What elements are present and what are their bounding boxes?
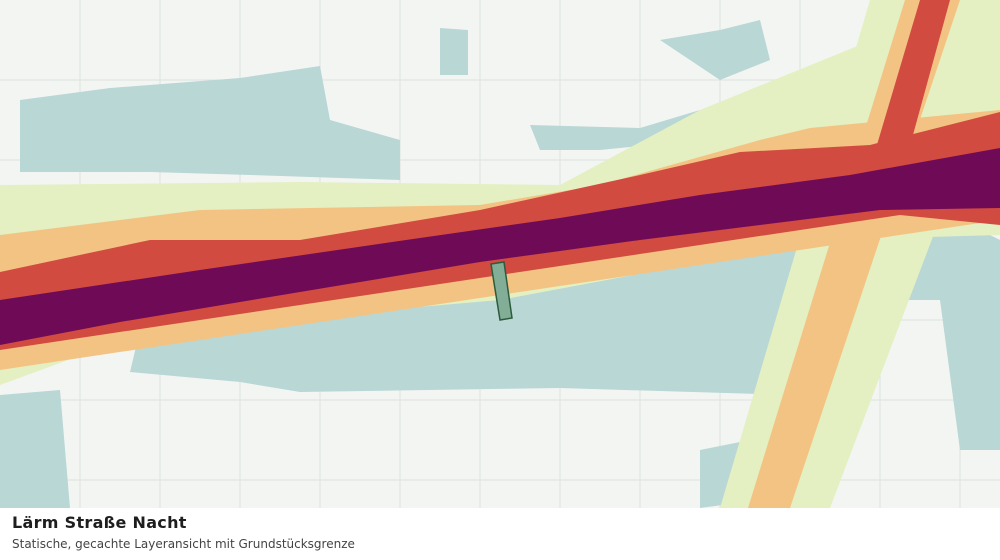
map: [0, 0, 1000, 508]
layer-title: Lärm Straße Nacht: [12, 513, 187, 532]
layer-subtitle: Statische, gecachte Layeransicht mit Gru…: [12, 537, 355, 551]
legend-footer: Lärm Straße Nacht Statische, gecachte La…: [0, 508, 1000, 560]
parcel-boundary[interactable]: [490, 261, 513, 321]
noise-bands: [0, 0, 1000, 508]
